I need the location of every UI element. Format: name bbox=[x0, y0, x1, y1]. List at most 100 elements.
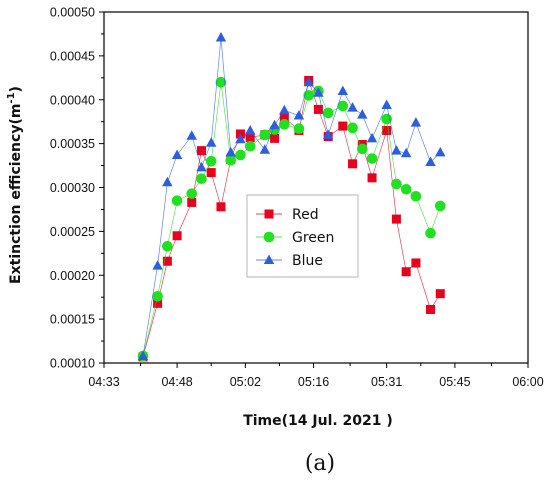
data-point-blue bbox=[322, 129, 334, 139]
x-axis-title: Time(14 Jul. 2021 ) bbox=[243, 413, 393, 429]
legend-label-blue: Blue bbox=[292, 253, 323, 269]
y-tick-label: 0.00030 bbox=[50, 181, 95, 195]
y-tick-label: 0.00025 bbox=[50, 225, 95, 239]
y-axis-title-close: ) bbox=[8, 86, 24, 92]
data-point-blue bbox=[269, 119, 280, 130]
data-point-red bbox=[206, 168, 216, 178]
panel-label: (a) bbox=[305, 451, 335, 476]
legend-marker-blue bbox=[263, 254, 275, 264]
data-point-green bbox=[425, 227, 436, 239]
y-axis-title-sup: -1 bbox=[6, 92, 17, 103]
legend-marker-green bbox=[263, 231, 275, 243]
legend-label-red: Red bbox=[292, 207, 319, 223]
data-point-green bbox=[410, 190, 422, 202]
data-point-blue bbox=[410, 117, 422, 127]
x-tick-label: 05:31 bbox=[371, 375, 402, 389]
data-point-red bbox=[367, 173, 377, 183]
x-tick-label: 05:45 bbox=[439, 375, 470, 389]
legend: Red Green Blue bbox=[246, 194, 359, 278]
data-point-blue bbox=[137, 350, 149, 360]
data-point-blue bbox=[391, 145, 402, 155]
data-point-green bbox=[279, 119, 290, 130]
data-point-green bbox=[171, 195, 183, 206]
data-point-red bbox=[313, 104, 323, 114]
data-point-blue bbox=[435, 146, 446, 157]
data-point-green bbox=[434, 200, 446, 212]
data-point-red bbox=[391, 214, 401, 224]
x-tick-label: 04:48 bbox=[161, 375, 192, 389]
data-point-green bbox=[366, 153, 378, 164]
x-tick-label: 06:00 bbox=[512, 375, 543, 389]
data-point-green bbox=[205, 155, 217, 167]
data-point-green bbox=[347, 122, 358, 134]
data-point-blue bbox=[235, 133, 246, 144]
data-point-red bbox=[162, 256, 172, 266]
data-point-green bbox=[225, 154, 237, 166]
data-point-red bbox=[401, 267, 411, 277]
data-point-blue bbox=[162, 176, 173, 187]
series-blue bbox=[137, 31, 446, 360]
data-point-green bbox=[215, 76, 227, 88]
data-point-blue bbox=[357, 109, 368, 119]
data-point-red bbox=[435, 289, 445, 299]
series-green bbox=[137, 76, 446, 362]
y-tick-label: 0.00015 bbox=[50, 313, 95, 327]
y-tick-label: 0.00020 bbox=[50, 269, 95, 283]
data-point-blue bbox=[313, 87, 324, 97]
y-axis-title: Extinction efficiency(m-1) bbox=[6, 86, 24, 284]
data-point-blue bbox=[171, 149, 183, 160]
data-point-green bbox=[337, 100, 349, 112]
data-point-green bbox=[259, 129, 271, 141]
data-point-blue bbox=[259, 144, 271, 154]
legend-marker-red bbox=[264, 209, 274, 219]
data-point-blue bbox=[293, 110, 305, 120]
data-point-red bbox=[411, 258, 421, 268]
data-point-red bbox=[187, 197, 197, 207]
plot-frame bbox=[103, 11, 529, 364]
data-point-red bbox=[382, 125, 392, 135]
y-axis-title-main: Extinction efficiency(m bbox=[8, 104, 24, 284]
data-point-green bbox=[152, 291, 163, 302]
data-point-red bbox=[348, 159, 358, 169]
data-point-red bbox=[245, 132, 255, 142]
data-point-red bbox=[172, 231, 182, 241]
data-point-blue bbox=[196, 161, 207, 172]
data-point-green bbox=[400, 183, 412, 195]
data-point-red bbox=[153, 298, 163, 308]
data-point-green bbox=[391, 178, 402, 190]
data-point-green bbox=[186, 188, 198, 199]
data-point-green bbox=[322, 107, 334, 119]
y-tick-label: 0.00010 bbox=[50, 357, 95, 371]
data-point-blue bbox=[366, 132, 378, 143]
data-point-blue bbox=[425, 156, 436, 167]
x-tick-label: 05:16 bbox=[298, 375, 329, 389]
data-point-blue bbox=[337, 85, 349, 95]
y-tick-label: 0.00050 bbox=[50, 6, 95, 20]
series-layer bbox=[137, 31, 446, 362]
data-point-blue bbox=[245, 124, 256, 135]
data-point-blue bbox=[215, 31, 227, 42]
data-point-green bbox=[293, 123, 305, 135]
x-tick-label: 04:33 bbox=[88, 375, 119, 389]
data-point-green bbox=[356, 143, 368, 155]
data-point-blue bbox=[347, 102, 358, 112]
data-point-green bbox=[244, 140, 256, 152]
legend-label-green: Green bbox=[292, 230, 334, 246]
axes: 0.00010 0.00015 0.00020 0.00025 0.00030 0.000… bbox=[50, 6, 544, 390]
data-point-red bbox=[338, 121, 348, 131]
data-point-red bbox=[279, 112, 289, 122]
y-tick-label: 0.00040 bbox=[50, 93, 95, 107]
data-point-red bbox=[196, 146, 206, 156]
series-line-green bbox=[142, 82, 441, 357]
data-point-red bbox=[216, 202, 226, 212]
data-point-blue bbox=[381, 99, 392, 110]
data-point-blue bbox=[400, 147, 412, 158]
data-point-blue bbox=[152, 260, 163, 270]
y-tick-label: 0.00045 bbox=[50, 49, 95, 63]
y-tick-label: 0.00035 bbox=[50, 137, 95, 151]
data-point-red bbox=[270, 133, 280, 143]
data-point-blue bbox=[225, 146, 236, 157]
data-point-red bbox=[426, 304, 436, 314]
data-point-blue bbox=[279, 104, 290, 115]
